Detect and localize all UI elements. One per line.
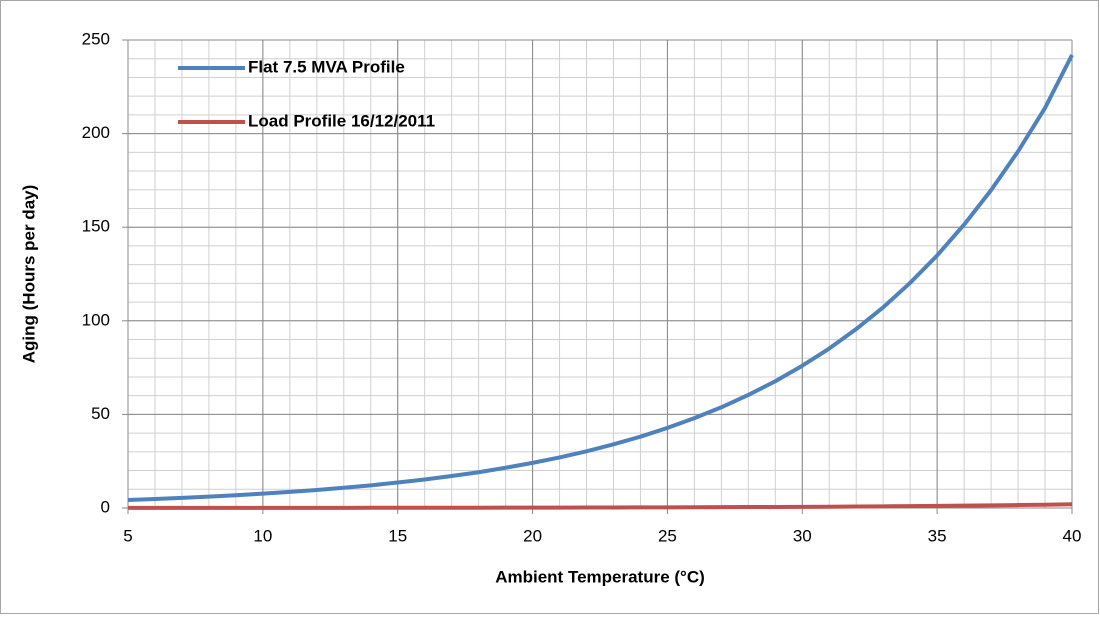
x-tick-label: 35 <box>928 526 947 545</box>
y-tick-label: 250 <box>82 29 110 48</box>
plot <box>127 54 1074 510</box>
y-tick-label: 0 <box>101 497 110 516</box>
x-tick-label: 30 <box>793 526 812 545</box>
x-axis-title: Ambient Temperature (°C) <box>495 567 705 586</box>
x-tick-label: 5 <box>123 526 132 545</box>
y-tick-label: 150 <box>82 217 110 236</box>
y-tick-label: 100 <box>82 310 110 329</box>
data-line <box>127 54 1074 502</box>
x-tick-label: 25 <box>658 526 677 545</box>
data-line <box>128 502 1073 510</box>
x-tick-label: 20 <box>523 526 542 545</box>
x-tick-label: 15 <box>388 526 407 545</box>
x-tick-label: 10 <box>253 526 272 545</box>
y-tick-label: 200 <box>82 123 110 142</box>
legend-label: Load Profile 16/12/2011 <box>248 111 435 130</box>
y-tick-label: 50 <box>91 404 110 423</box>
grid <box>122 39 1073 514</box>
x-tick-label: 40 <box>1063 526 1082 545</box>
y-axis-title: Aging (Hours per day) <box>19 185 38 364</box>
legend-label: Flat 7.5 MVA Profile <box>248 57 405 76</box>
